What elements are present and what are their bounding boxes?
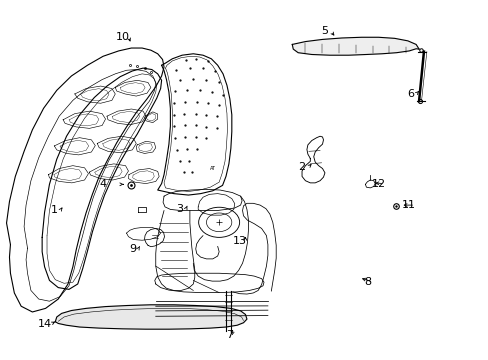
Text: 11: 11 (402, 200, 415, 210)
Text: 2: 2 (298, 162, 305, 172)
Text: 6: 6 (406, 89, 413, 99)
Polygon shape (55, 305, 246, 329)
Text: 8: 8 (363, 277, 370, 287)
Polygon shape (292, 37, 418, 55)
Text: 7: 7 (226, 330, 233, 340)
Text: 3: 3 (176, 204, 183, 214)
Text: AT: AT (209, 166, 215, 171)
Text: 13: 13 (232, 236, 246, 246)
Text: 14: 14 (38, 319, 52, 329)
Text: 10: 10 (115, 32, 129, 41)
Text: 12: 12 (371, 179, 385, 189)
Text: 5: 5 (321, 26, 328, 36)
Text: 9: 9 (128, 244, 136, 254)
Text: 1: 1 (51, 206, 58, 216)
Text: 4: 4 (100, 179, 106, 189)
